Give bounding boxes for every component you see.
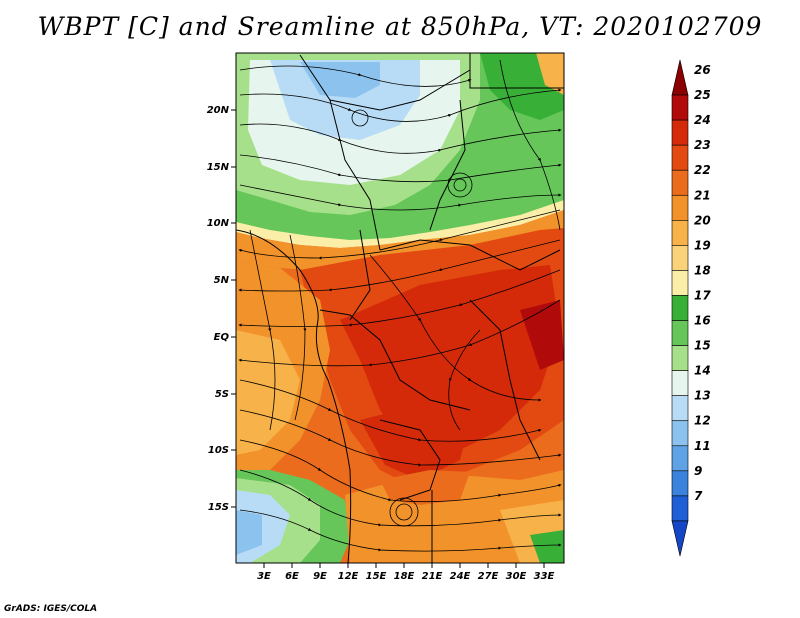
map-title: WBPT [C] and Sreamline at 850hPa, VT: 20… <box>37 12 763 41</box>
colorbar-label: 12 <box>694 414 711 428</box>
lon-ticks <box>263 563 545 568</box>
colorbar-label: 24 <box>694 113 711 127</box>
colorbar-label: 13 <box>694 389 711 403</box>
colorbar-swatch <box>671 470 689 497</box>
colorbar-label: 9 <box>694 464 702 478</box>
lat-ticks <box>231 109 236 508</box>
lat-label-15n: 15N <box>207 162 230 173</box>
lat-label-15s: 15S <box>208 502 229 513</box>
colorbar-label: 20 <box>694 213 711 227</box>
lon-label-33e: 33E <box>534 571 555 582</box>
lon-label-18e: 18E <box>394 571 415 582</box>
streamlines <box>238 59 562 552</box>
colorbar-swatch <box>671 245 689 271</box>
colorbar-swatch <box>671 445 689 472</box>
colorbar-swatch <box>671 320 689 346</box>
lon-label-3e: 3E <box>257 571 271 582</box>
colorbar-swatch <box>671 220 689 246</box>
lon-label-15e: 15E <box>366 571 387 582</box>
colorbar-label: 11 <box>694 439 711 453</box>
colorbar-swatch <box>671 194 689 221</box>
lon-label-12e: 12E <box>338 571 359 582</box>
colorbar-swatch <box>671 169 689 196</box>
colorbar-swatch <box>671 495 689 522</box>
colorbar-swatch <box>671 270 689 296</box>
lat-label-5s: 5S <box>215 389 229 400</box>
colorbar-label: 23 <box>694 138 711 152</box>
colorbar-swatch <box>671 295 689 321</box>
colorbar-swatch <box>671 420 689 447</box>
colorbar-swatch <box>671 395 689 422</box>
colorbar-label: 18 <box>694 263 711 277</box>
colorbar-swatch <box>671 94 689 121</box>
colorbar-label: 25 <box>694 88 711 102</box>
colorbar-swatch <box>671 119 689 146</box>
colorbar: 26 25 24 23 22 21 20 19 18 17 16 15 14 13 12 11 9 7 <box>671 59 711 557</box>
grads-credit: GrADS: IGES/COLA <box>4 604 98 614</box>
colorbar-swatch <box>671 520 689 557</box>
colorbar-label: 26 <box>694 63 711 77</box>
lat-label-5n: 5N <box>214 275 230 286</box>
lon-label-27e: 27E <box>478 571 499 582</box>
colorbar-swatch <box>671 345 689 371</box>
lat-label-10s: 10S <box>208 445 229 456</box>
lon-label-9e: 9E <box>313 571 327 582</box>
colorbar-swatch <box>671 59 689 96</box>
colorbar-label: 21 <box>694 188 711 202</box>
lon-label-6e: 6E <box>285 571 299 582</box>
colorbar-label: 17 <box>694 288 711 302</box>
colorbar-label: 22 <box>694 163 711 177</box>
lat-label-eq: EQ <box>214 332 230 343</box>
colorbar-label: 15 <box>694 339 711 353</box>
lon-label-30e: 30E <box>506 571 527 582</box>
colorbar-label: 16 <box>694 314 711 328</box>
colorbar-label: 14 <box>694 364 711 378</box>
lat-label-20n: 20N <box>207 105 230 116</box>
colorbar-label: 7 <box>694 489 703 503</box>
colorbar-swatch <box>671 144 689 171</box>
lon-label-24e: 24E <box>450 571 471 582</box>
colorbar-label: 19 <box>694 238 711 252</box>
lat-label-10n: 10N <box>207 218 230 229</box>
colorbar-swatch <box>671 370 689 396</box>
lon-label-21e: 21E <box>422 571 443 582</box>
wbpt-field <box>236 53 564 563</box>
map-frame <box>235 52 565 564</box>
